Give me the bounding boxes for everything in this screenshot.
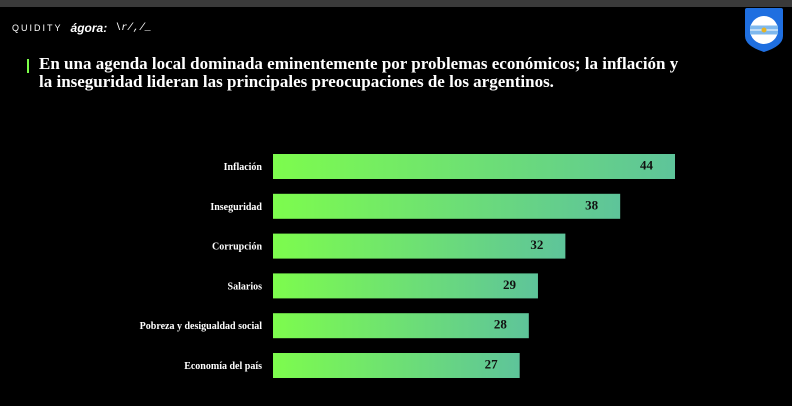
bar-value-label: 27 (485, 357, 499, 372)
category-label: Inflación (224, 162, 263, 173)
bar-value-label: 29 (503, 277, 517, 292)
bar-value-label: 28 (494, 317, 508, 332)
title-accent-bar (27, 59, 29, 73)
bar-value-label: 32 (530, 237, 543, 252)
agora-logo: ágora: (70, 21, 108, 35)
category-label: Corrupción (212, 242, 262, 253)
third-logo: \r/,/_ (115, 22, 152, 34)
category-label: Inseguridad (210, 202, 262, 213)
bar (273, 154, 675, 179)
category-label: Salarios (228, 281, 263, 292)
bar (273, 313, 529, 339)
bar (273, 353, 520, 378)
bar-value-label: 44 (640, 158, 654, 173)
category-label: Pobreza y desigualdad social (140, 321, 263, 332)
bar (273, 193, 621, 219)
chart-title: En una agenda local dominada eminentemen… (39, 54, 679, 91)
bar (273, 233, 566, 259)
category-label: Economía del país (184, 361, 262, 372)
argentina-flag-badge-icon (745, 8, 783, 52)
bar (273, 273, 538, 299)
bar-value-label: 38 (585, 197, 599, 212)
browser-toolbar-strip (0, 0, 792, 7)
sponsor-logos: QUIDITY ágora: \r/,/_ (12, 21, 151, 35)
quidity-logo: QUIDITY (12, 23, 63, 33)
